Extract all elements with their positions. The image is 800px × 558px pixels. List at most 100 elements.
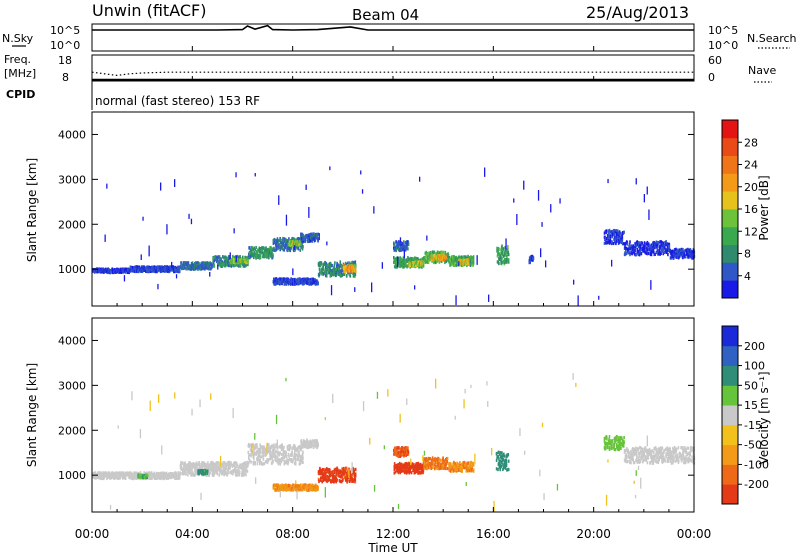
heatmap-cell [179, 471, 181, 474]
heatmap-cell [663, 242, 665, 245]
heatmap-speckle [286, 215, 287, 226]
heatmap-cell [283, 446, 285, 449]
heatmap-speckle [644, 194, 645, 202]
heatmap-cell [606, 231, 608, 234]
heatmap-cell [300, 243, 302, 246]
heatmap-cell [449, 258, 451, 261]
heatmap-cell [274, 447, 276, 450]
heatmap-speckle [647, 187, 648, 195]
heatmap-cell [280, 460, 282, 463]
heatmap-cell [243, 462, 245, 465]
heatmap-cell [608, 235, 610, 238]
heatmap-speckle [484, 168, 485, 177]
heatmap-cell [302, 461, 304, 464]
power-heatmap [92, 166, 695, 306]
heatmap-cell [275, 455, 277, 458]
heatmap-speckle [414, 285, 415, 289]
heatmap-cell [257, 248, 259, 251]
heatmap-cell [629, 240, 631, 243]
heatmap-cell [220, 257, 222, 260]
colorbar-tick-label: 4 [744, 270, 751, 283]
colorbar-swatch [722, 262, 738, 280]
heatmap-speckle [550, 204, 551, 212]
heatmap-speckle [382, 262, 383, 269]
heatmap-cell [623, 231, 625, 234]
colorbar-tick-label: 12 [744, 225, 758, 238]
heatmap-speckle [354, 287, 355, 292]
heatmap-cell [147, 474, 149, 477]
heatmap-cell [355, 269, 357, 272]
heatmap-cell [302, 457, 304, 460]
heatmap-cell [215, 471, 217, 474]
heatmap-speckle [426, 236, 427, 241]
heatmap-speckle [171, 262, 172, 268]
power-frame [92, 112, 694, 306]
heatmap-cell [312, 439, 314, 442]
heatmap-cell [255, 246, 257, 249]
heatmap-cell [302, 451, 304, 454]
heatmap-speckle [360, 171, 361, 175]
power-colorbar-label: Power [dB] [757, 175, 771, 240]
heatmap-cell [218, 474, 220, 477]
nsearch-label: N.Search [747, 32, 797, 45]
heatmap-cell [272, 460, 274, 463]
heatmap-speckle [419, 177, 420, 182]
heatmap-cell [393, 256, 395, 259]
heatmap-speckle [477, 255, 478, 265]
heatmap-cell [125, 477, 127, 480]
heatmap-cell [616, 240, 618, 243]
heatmap-cell [508, 259, 510, 262]
heatmap-cell [350, 275, 352, 278]
heatmap-cell [285, 451, 287, 454]
nsky-series-line [92, 26, 694, 30]
heatmap-cell [613, 242, 615, 245]
heatmap-cell [605, 237, 607, 240]
heatmap-speckle [455, 295, 456, 305]
heatmap-cell [656, 241, 658, 244]
heatmap-cell [179, 476, 181, 479]
heatmap-cell [627, 251, 629, 254]
colorbar-swatch [722, 227, 738, 245]
heatmap-cell [257, 446, 259, 449]
heatmap-cell [657, 247, 659, 250]
colorbar-tick-label: 16 [744, 203, 758, 216]
heatmap-cell [261, 462, 263, 465]
heatmap-cell [239, 470, 241, 473]
heatmap-cell [648, 252, 650, 255]
heatmap-speckle [235, 172, 236, 177]
heatmap-speckle [255, 173, 256, 176]
heatmap-cell [195, 473, 197, 476]
heatmap-speckle [397, 257, 398, 267]
heatmap-cell [408, 243, 410, 246]
heatmap-speckle [209, 272, 210, 277]
heatmap-cell [654, 253, 656, 256]
noise-left-tick-0: 10^5 [50, 24, 80, 37]
heatmap-cell [256, 443, 258, 446]
heatmap-cell [198, 262, 200, 265]
heatmap-cell [467, 262, 469, 265]
heatmap-speckle [578, 295, 579, 306]
heatmap-cell [281, 453, 283, 456]
heatmap-cell [406, 265, 408, 268]
nave-label: Nave [748, 64, 776, 77]
heatmap-cell [290, 446, 292, 449]
heatmap-cell [187, 473, 189, 476]
heatmap-cell [259, 462, 261, 465]
heatmap-cell [450, 263, 452, 266]
cpid-text: normal (fast stereo) 153 RF [95, 94, 260, 108]
heatmap-cell [403, 240, 405, 243]
heatmap-cell [313, 446, 315, 449]
colorbar-swatch [722, 209, 738, 227]
heatmap-cell [672, 250, 674, 253]
ytick-label: 3000 [58, 173, 86, 186]
heatmap-cell [238, 473, 240, 476]
heatmap-cell [233, 470, 235, 473]
heatmap-cell [278, 458, 280, 461]
heatmap-cell [508, 253, 510, 256]
heatmap-speckle [176, 274, 177, 278]
colorbar-swatch [722, 156, 738, 174]
colorbar-tick-label: 8 [744, 248, 751, 261]
heatmap-speckle [149, 246, 150, 257]
heatmap-cell [288, 460, 290, 463]
